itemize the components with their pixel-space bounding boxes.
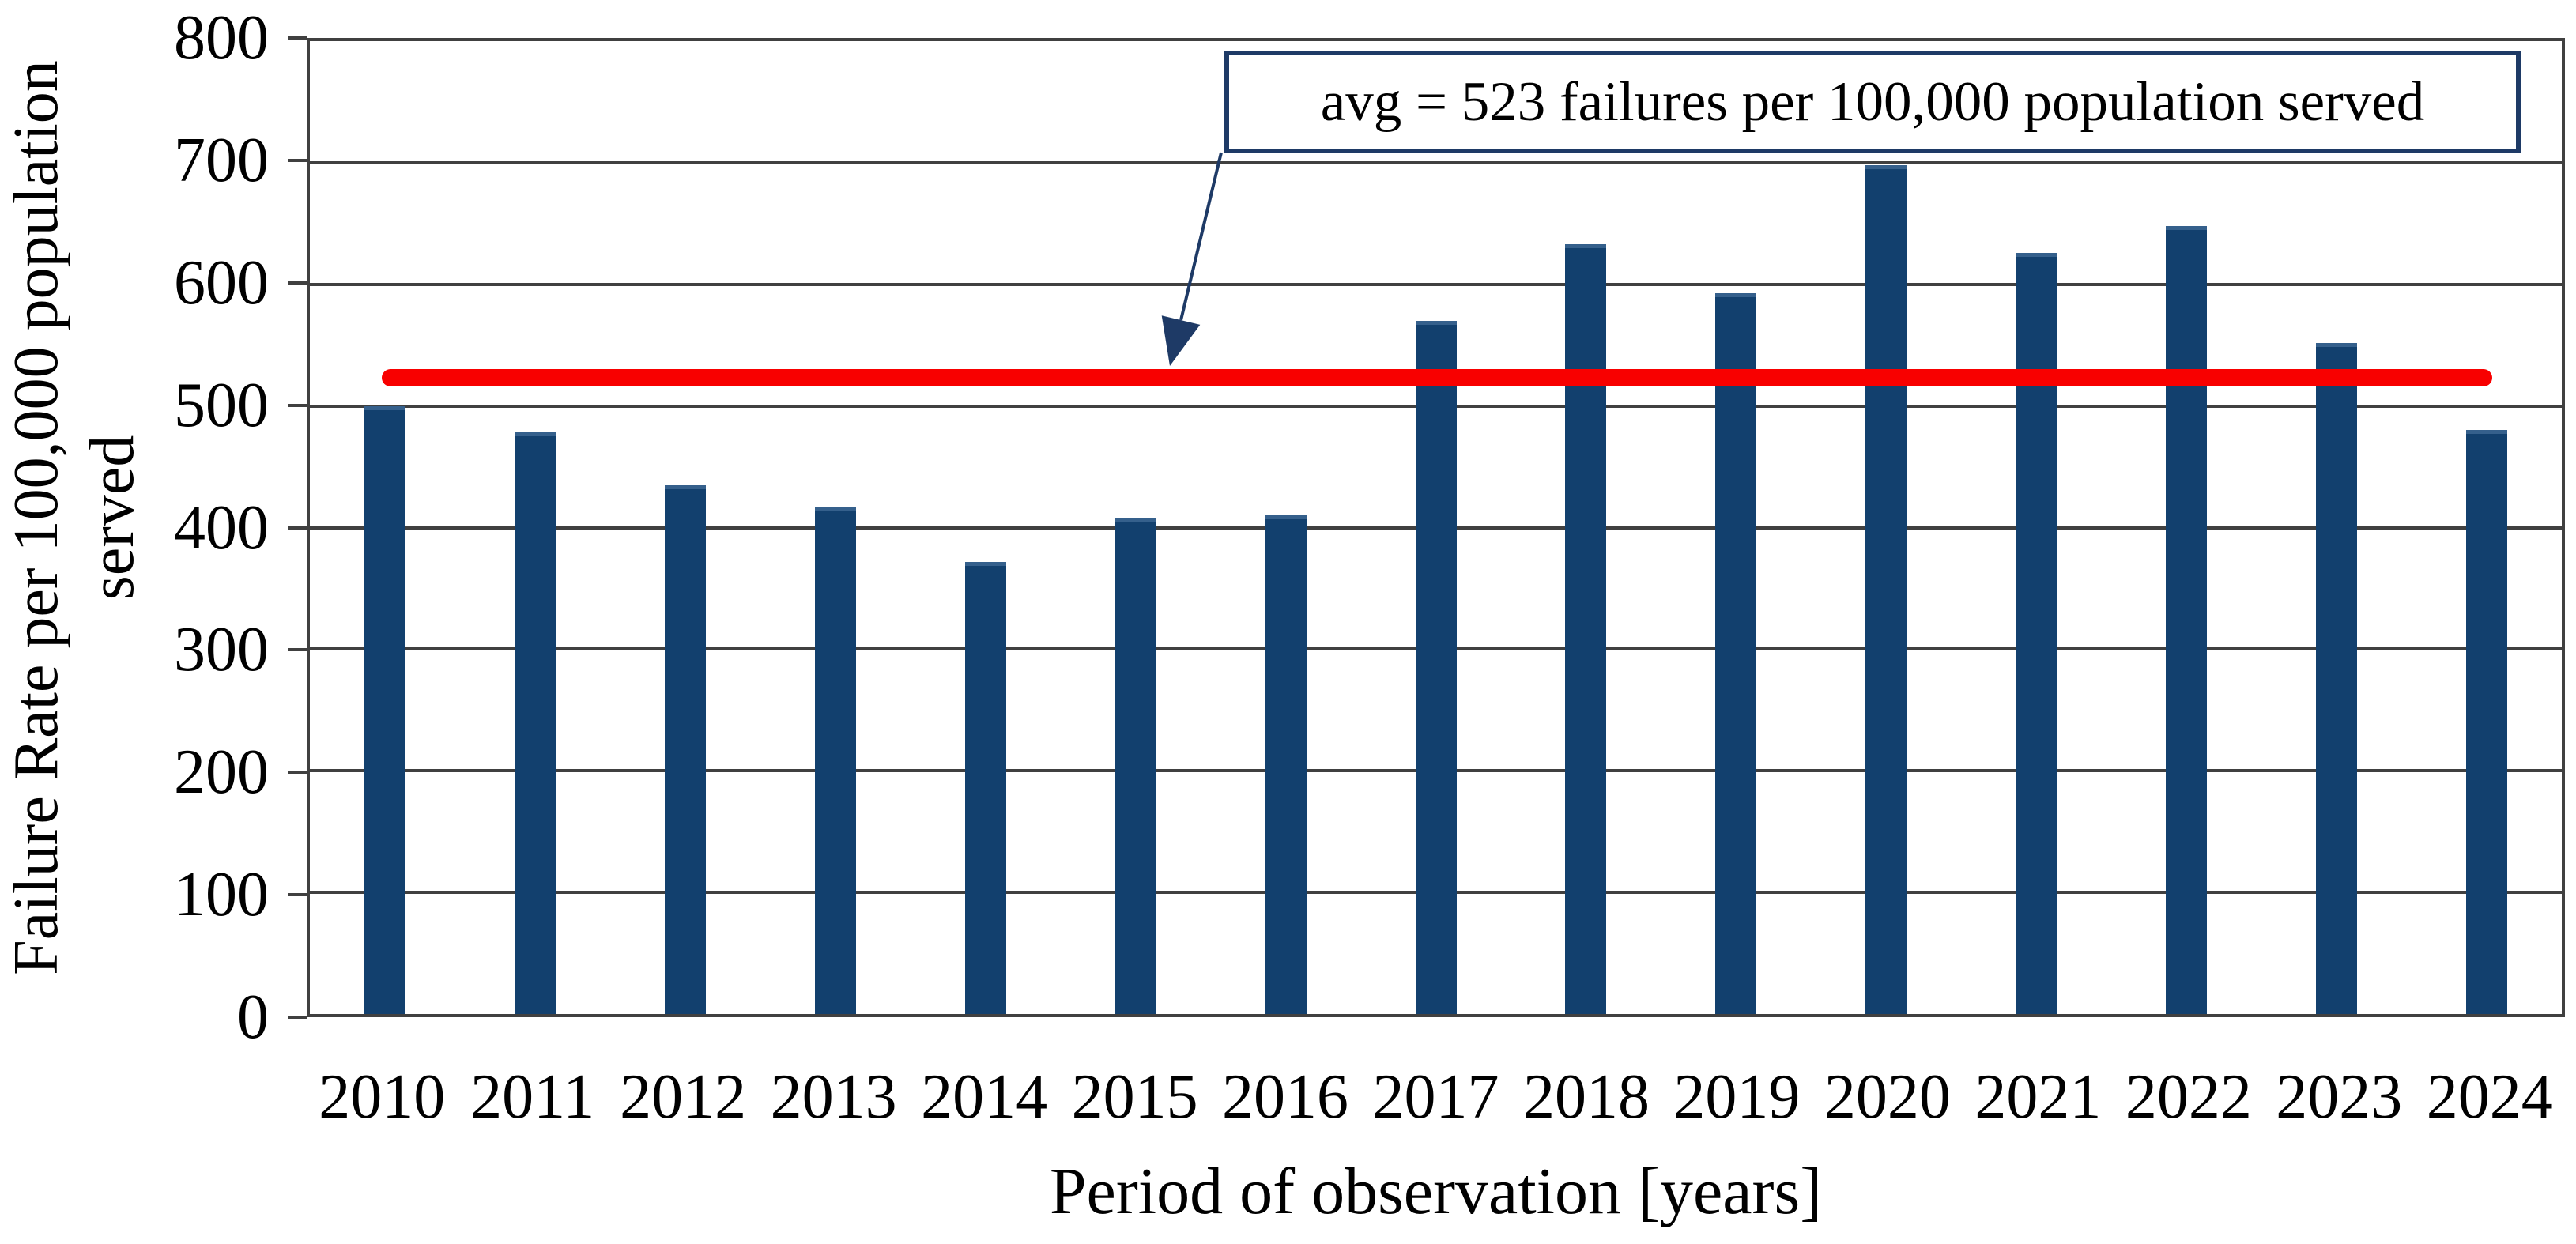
- bar-2013: [814, 507, 856, 1014]
- bar-2021: [2016, 252, 2057, 1014]
- y-tick-label: 300: [174, 615, 269, 685]
- bar-2023: [2316, 342, 2358, 1014]
- x-tick-label-2014: 2014: [921, 1062, 1048, 1132]
- bar-2016: [1265, 515, 1307, 1014]
- avg-annotation-text: avg = 523 failures per 100,000 populatio…: [1320, 70, 2425, 133]
- x-axis-tick-labels: 2010 2011 2012 2013 2014 2015 2016 2017 2018 2019…: [307, 1065, 2565, 1138]
- bar-2024: [2466, 430, 2508, 1014]
- y-tick-mark: [288, 1016, 307, 1019]
- x-tick-label-2018: 2018: [1522, 1062, 1650, 1132]
- y-tick-label: 400: [174, 492, 269, 563]
- y-tick-label: 700: [174, 125, 269, 195]
- bar-2014: [964, 561, 1006, 1014]
- y-tick-label: 0: [237, 982, 269, 1052]
- gridline: [310, 282, 2562, 286]
- y-tick-label: 100: [174, 860, 269, 930]
- y-tick-mark: [288, 281, 307, 285]
- bar-2017: [1415, 320, 1457, 1014]
- y-tick-mark: [288, 403, 307, 407]
- x-tick-label-2017: 2017: [1372, 1062, 1499, 1132]
- x-tick-label-2016: 2016: [1222, 1062, 1349, 1132]
- y-tick-mark: [288, 36, 307, 40]
- bar-2010: [364, 405, 405, 1014]
- plot-area: [307, 38, 2565, 1017]
- x-tick-label-2020: 2020: [1824, 1062, 1951, 1132]
- x-tick-label-2013: 2013: [770, 1062, 897, 1132]
- y-tick-mark: [288, 771, 307, 775]
- y-tick-mark: [288, 648, 307, 652]
- y-axis-tick-labels: 0 100 200 300 400 500 600 700 800: [0, 6, 269, 1049]
- average-line: [382, 369, 2492, 387]
- x-tick-label-2022: 2022: [2125, 1062, 2252, 1132]
- avg-annotation-box: avg = 523 failures per 100,000 populatio…: [1224, 51, 2521, 153]
- bar-2018: [1565, 243, 1607, 1014]
- y-tick-mark: [288, 893, 307, 897]
- bar-2012: [664, 484, 706, 1014]
- x-tick-label-2021: 2021: [1974, 1062, 2102, 1132]
- bar-2022: [2166, 225, 2208, 1014]
- gridline: [310, 160, 2562, 164]
- y-tick-label: 600: [174, 247, 269, 318]
- y-tick-label: 800: [174, 3, 269, 73]
- x-tick-label-2015: 2015: [1071, 1062, 1198, 1132]
- x-tick-label-2023: 2023: [2276, 1062, 2403, 1132]
- y-tick-label: 200: [174, 737, 269, 808]
- x-tick-label-2024: 2024: [2426, 1062, 2553, 1132]
- bar-2020: [1865, 164, 1907, 1014]
- x-tick-label-2012: 2012: [620, 1062, 747, 1132]
- y-tick-mark: [288, 526, 307, 530]
- y-tick-label: 500: [174, 370, 269, 440]
- y-tick-mark: [288, 158, 307, 162]
- bar-2019: [1715, 292, 1757, 1014]
- bar-2015: [1115, 518, 1156, 1014]
- x-tick-label-2011: 2011: [470, 1062, 595, 1132]
- bar-2011: [514, 432, 556, 1014]
- x-axis-title: Period of observation [years]: [1049, 1155, 1823, 1228]
- bars: [310, 41, 2562, 1014]
- annotation-arrow-icon: [1161, 152, 1223, 366]
- x-tick-label-2019: 2019: [1673, 1062, 1801, 1132]
- x-tick-label-2010: 2010: [319, 1062, 446, 1132]
